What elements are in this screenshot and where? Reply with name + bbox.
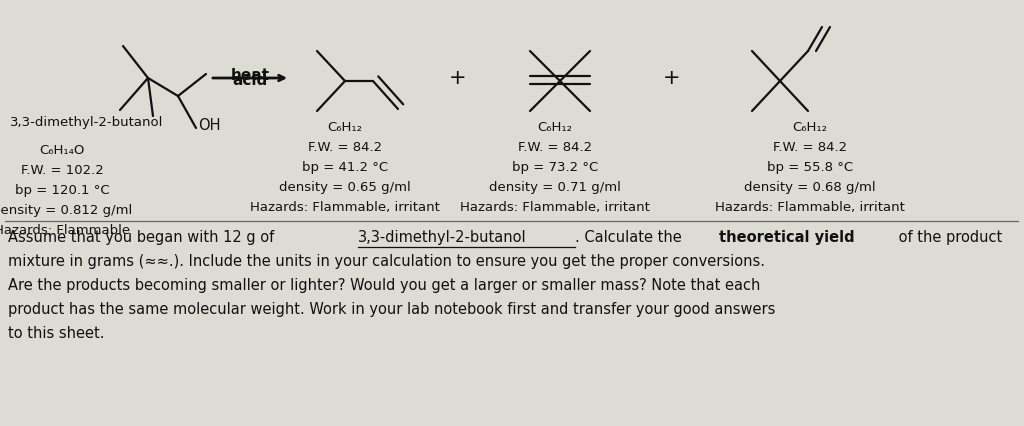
Text: density = 0.812 g/ml: density = 0.812 g/ml (0, 204, 132, 217)
Text: theoretical yield: theoretical yield (719, 230, 854, 245)
Text: C₆H₁₂: C₆H₁₂ (793, 121, 827, 134)
Text: Assume that you began with 12 g of: Assume that you began with 12 g of (8, 230, 279, 245)
Text: bp = 120.1 °C: bp = 120.1 °C (14, 184, 110, 197)
Text: density = 0.68 g/ml: density = 0.68 g/ml (744, 181, 876, 194)
Text: density = 0.65 g/ml: density = 0.65 g/ml (280, 181, 411, 194)
Text: mixture in grams (≈≈.). Include the units in your calculation to ensure you get : mixture in grams (≈≈.). Include the unit… (8, 254, 765, 269)
Text: F.W. = 102.2: F.W. = 102.2 (20, 164, 103, 177)
Text: 3,3-dimethyl-2-butanol: 3,3-dimethyl-2-butanol (10, 116, 164, 129)
Text: Hazards: Flammable, irritant: Hazards: Flammable, irritant (715, 201, 905, 214)
Text: 3,3-dimethyl-2-butanol: 3,3-dimethyl-2-butanol (357, 230, 526, 245)
Text: +: + (450, 68, 467, 88)
Text: of the product: of the product (894, 230, 1002, 245)
Text: Are the products becoming smaller or lighter? Would you get a larger or smaller : Are the products becoming smaller or lig… (8, 278, 761, 293)
Text: Hazards: Flammable: Hazards: Flammable (0, 224, 130, 237)
Text: F.W. = 84.2: F.W. = 84.2 (773, 141, 847, 154)
Text: F.W. = 84.2: F.W. = 84.2 (308, 141, 382, 154)
Text: product has the same molecular weight. Work in your lab notebook first and trans: product has the same molecular weight. W… (8, 302, 775, 317)
Text: . Calculate the: . Calculate the (575, 230, 686, 245)
Text: density = 0.71 g/ml: density = 0.71 g/ml (489, 181, 621, 194)
Text: Hazards: Flammable, irritant: Hazards: Flammable, irritant (250, 201, 440, 214)
Text: OH: OH (198, 118, 220, 133)
Text: Hazards: Flammable, irritant: Hazards: Flammable, irritant (460, 201, 650, 214)
Text: C₆H₁₄O: C₆H₁₄O (39, 144, 85, 157)
Text: to this sheet.: to this sheet. (8, 326, 104, 341)
Text: bp = 41.2 °C: bp = 41.2 °C (302, 161, 388, 174)
Text: heat: heat (230, 68, 269, 83)
Text: acid: acid (232, 73, 267, 88)
Text: F.W. = 84.2: F.W. = 84.2 (518, 141, 592, 154)
Text: bp = 73.2 °C: bp = 73.2 °C (512, 161, 598, 174)
Text: +: + (664, 68, 681, 88)
Text: C₆H₁₂: C₆H₁₂ (538, 121, 572, 134)
Text: C₆H₁₂: C₆H₁₂ (328, 121, 362, 134)
Text: bp = 55.8 °C: bp = 55.8 °C (767, 161, 853, 174)
